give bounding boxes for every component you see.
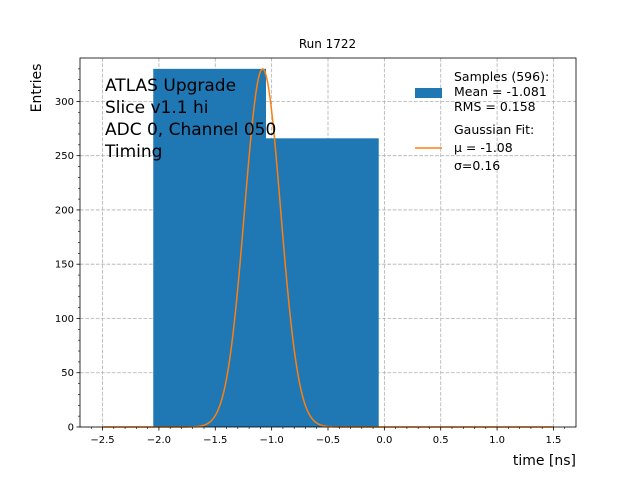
y-tick-label-2: 100 — [55, 314, 74, 325]
y-tick-label-0: 0 — [68, 423, 74, 434]
ticks: −2.5 −2.0 −1.5 −1.0 −0.5 0.0 0.5 1.0 1.5 0 50 100 15… — [55, 68, 566, 446]
histogram-bars — [153, 68, 379, 428]
histogram-bar-1 — [266, 138, 379, 427]
histogram-bar-0 — [153, 68, 266, 428]
x-tick-label-2: −1.5 — [203, 435, 227, 446]
x-tick-label-0: −2.5 — [90, 435, 114, 446]
legend-samples-line-2: RMS = 0.158 — [454, 99, 536, 114]
legend-fit-line-0: Gaussian Fit: — [454, 122, 534, 137]
y-tick-label-4: 200 — [55, 205, 74, 216]
legend-samples-line-1: Mean = -1.081 — [454, 84, 547, 99]
x-tick-label-1: −2.0 — [147, 435, 171, 446]
annotation-line-2: ADC 0, Channel 050 — [105, 120, 276, 140]
legend: Samples (596): Mean = -1.081 RMS = 0.158… — [415, 69, 549, 173]
x-tick-label-5: 0.0 — [376, 435, 392, 446]
x-tick-label-4: −0.5 — [316, 435, 340, 446]
x-tick-label-3: −1.0 — [259, 435, 283, 446]
legend-samples-line-0: Samples (596): — [454, 69, 549, 84]
x-axis-label: time [ns] — [513, 453, 576, 469]
chart-title: Run 1722 — [299, 37, 356, 51]
legend-fit-line-2: σ=0.16 — [454, 158, 500, 173]
legend-fit-line-1: μ = -1.08 — [454, 140, 513, 155]
annotation-line-3: Timing — [104, 142, 162, 162]
y-tick-label-5: 250 — [55, 151, 74, 162]
y-tick-label-6: 300 — [55, 97, 74, 108]
legend-samples-swatch — [415, 88, 442, 98]
y-tick-label-3: 150 — [55, 260, 74, 271]
y-tick-label-1: 50 — [61, 368, 74, 379]
x-tick-label-8: 1.5 — [546, 435, 562, 446]
x-tick-label-6: 0.5 — [433, 435, 449, 446]
annotation-line-1: Slice v1.1 hi — [105, 98, 208, 118]
annotation-line-0: ATLAS Upgrade — [105, 76, 236, 96]
x-tick-label-7: 1.0 — [489, 435, 505, 446]
y-axis-label: Entries — [29, 64, 45, 113]
